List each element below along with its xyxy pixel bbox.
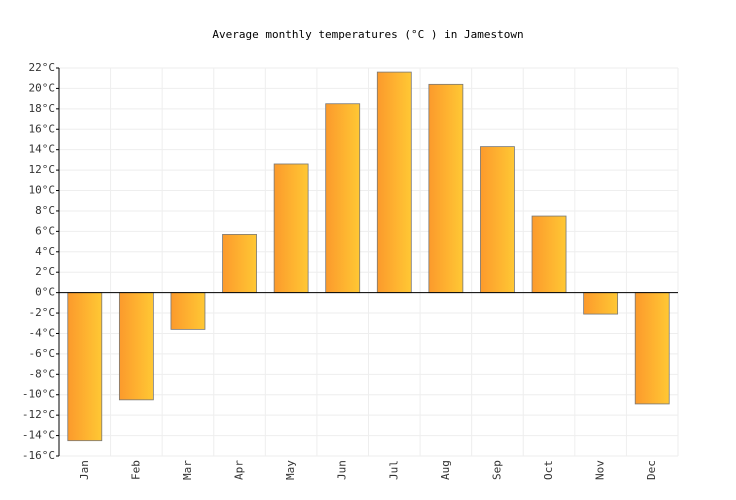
bar	[67, 292, 103, 442]
y-tick-label: 18°C	[29, 102, 56, 115]
y-tick-label: -16°C	[22, 449, 55, 462]
bar	[531, 215, 567, 294]
y-tick-label: 14°C	[29, 143, 56, 156]
y-tick-label: -12°C	[22, 408, 55, 421]
bar	[428, 83, 464, 294]
bar	[118, 292, 154, 401]
bar	[273, 163, 309, 294]
x-tick-label: Jun	[336, 460, 349, 480]
y-tick-label: 8°C	[35, 204, 55, 217]
x-tick-label: Nov	[594, 460, 607, 480]
chart-title: Average monthly temperatures (°C ) in Ja…	[212, 28, 523, 41]
bar	[222, 234, 257, 294]
x-tick-label: Jan	[78, 460, 91, 480]
y-tick-label: 4°C	[35, 245, 55, 258]
x-tick-label: Jul	[387, 460, 400, 480]
x-tick-label: Oct	[542, 460, 555, 480]
x-tick-label: Mar	[181, 460, 194, 480]
bar	[170, 292, 206, 330]
y-tick-label: 22°C	[29, 61, 56, 74]
y-tick-label: 2°C	[35, 265, 55, 278]
y-tick-label: -4°C	[29, 326, 56, 339]
x-tick-label: Feb	[129, 460, 142, 480]
y-tick-label: 12°C	[29, 163, 56, 176]
x-tick-label: Sep	[490, 460, 503, 480]
y-tick-label: 10°C	[29, 184, 56, 197]
bar	[376, 71, 412, 294]
y-tick-label: -6°C	[29, 347, 56, 360]
y-tick-label: 6°C	[35, 224, 55, 237]
y-tick-label: -8°C	[29, 367, 56, 380]
y-tick-label: -10°C	[22, 388, 55, 401]
x-tick-label: May	[284, 460, 297, 480]
x-tick-label: Aug	[439, 460, 452, 480]
x-tick-label: Apr	[233, 460, 246, 480]
y-tick-label: -14°C	[22, 429, 55, 442]
bar	[480, 146, 515, 294]
x-tick-label: Dec	[645, 460, 658, 480]
bar	[325, 103, 361, 294]
y-tick-label: -2°C	[29, 306, 56, 319]
y-tick-label: 16°C	[29, 122, 56, 135]
bar	[634, 292, 670, 405]
bar	[583, 292, 619, 315]
y-tick-label: 20°C	[29, 81, 56, 94]
y-tick-label: 0°C	[35, 286, 55, 299]
